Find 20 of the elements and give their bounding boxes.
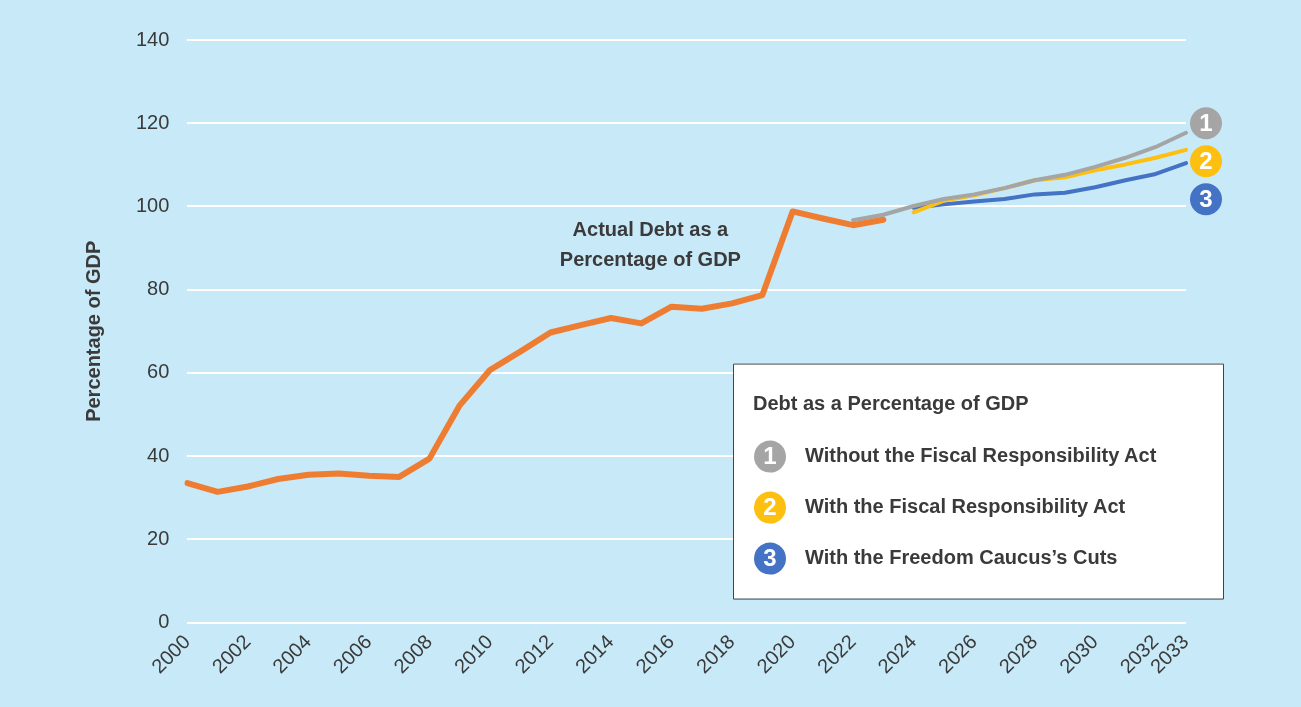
y-tick-label: 100 [135,193,170,216]
y-tick-label: 0 [158,610,170,633]
text: 3 [1199,184,1213,212]
text: 1 [1199,108,1213,136]
text: 2 [1199,146,1213,174]
y-tick-label: 60 [147,360,170,383]
y-tick-label: 120 [135,110,170,133]
y-tick-label: 140 [135,27,170,50]
legend-title: Debt as a Percentage of GDP [753,392,1029,415]
y-axis-title: Percentage of GDP [81,240,104,422]
series-label: Actual Debt as a Percentage of GDP [559,218,741,271]
y-tick-label: 40 [147,443,170,466]
annotation: 3 [763,544,777,572]
annotation: 1 [763,442,777,470]
annotation: 2 [763,493,777,521]
legend-label: Without the Fiscal Responsibility Act [805,444,1157,467]
legend-label: With the Freedom Caucus’s Cuts [805,546,1118,569]
legend-label: With the Fiscal Responsibility Act [805,495,1126,518]
y-tick-label: 80 [147,277,170,300]
y-tick-label: 20 [147,526,170,549]
